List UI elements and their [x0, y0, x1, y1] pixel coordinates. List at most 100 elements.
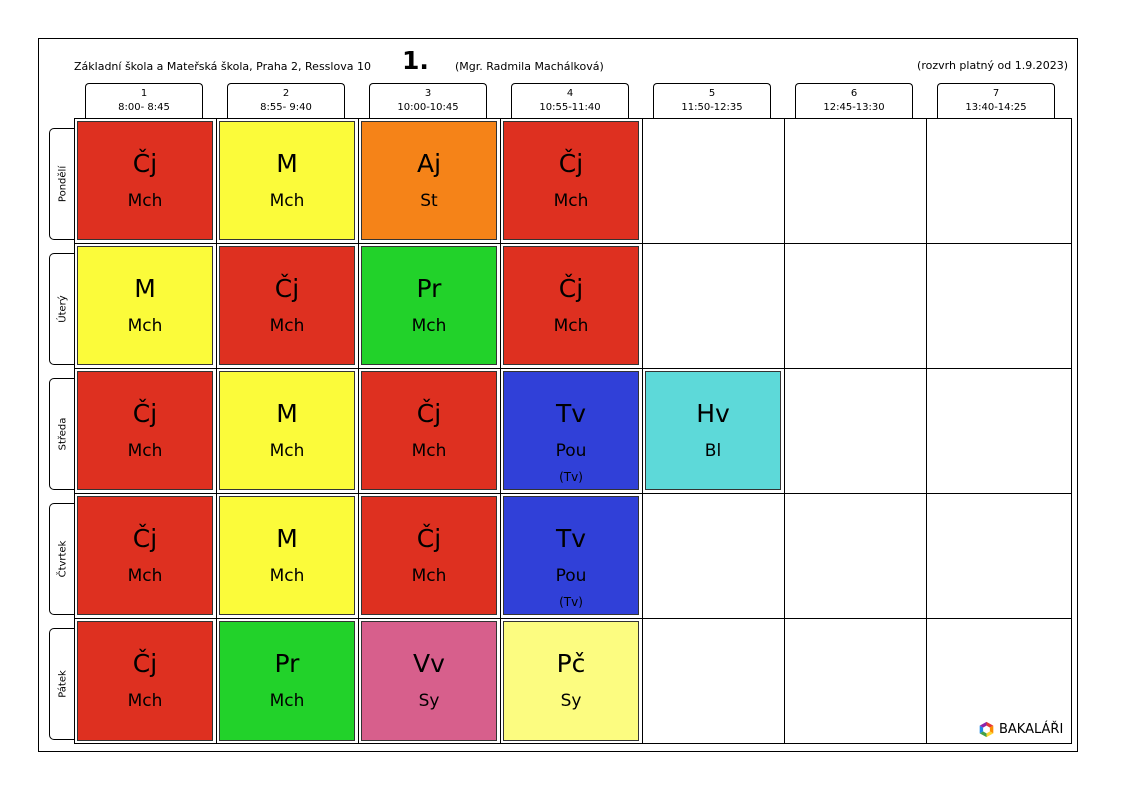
lesson-block[interactable]: M Mch: [219, 496, 355, 615]
school-name: Základní škola a Mateřská škola, Praha 2…: [74, 60, 371, 73]
lesson-teacher: Mch: [127, 441, 163, 461]
lesson-block[interactable]: Pr Mch: [361, 246, 497, 365]
period-number: 4: [566, 88, 574, 99]
timetable-cell: [927, 244, 1071, 369]
day-name: Čtvrtek: [57, 540, 68, 578]
day-label: Pátek: [49, 628, 75, 740]
lesson-teacher: Sy: [418, 691, 440, 711]
lesson-block[interactable]: Hv Bl: [645, 371, 781, 490]
period-header-1: 1 8:00- 8:45: [85, 83, 203, 119]
lesson-group: (Tv): [559, 595, 583, 609]
period-number: 6: [850, 88, 858, 99]
day-label: Úterý: [49, 253, 75, 365]
timetable-cell: Tv Pou (Tv): [501, 494, 643, 619]
lesson-block[interactable]: M Mch: [219, 121, 355, 240]
lesson-teacher: Mch: [411, 316, 447, 336]
lesson-block[interactable]: Pr Mch: [219, 621, 355, 741]
period-header-6: 6 12:45-13:30: [795, 83, 913, 119]
brand: BAKALÁŘI: [978, 721, 1063, 738]
timetable-cell: Vv Sy: [359, 619, 501, 744]
period-time: 11:50-12:35: [681, 102, 743, 113]
brand-name: BAKALÁŘI: [999, 722, 1064, 737]
lesson-teacher: Pou: [555, 566, 587, 586]
timetable-cell: Hv Bl: [643, 369, 785, 494]
timetable-cell: Čj Mch: [359, 494, 501, 619]
lesson-teacher: Pou: [555, 441, 587, 461]
period-number: 3: [424, 88, 432, 99]
timetable-cell: Čj Mch: [75, 119, 217, 244]
period-time: 10:55-11:40: [539, 102, 601, 113]
timetable-cell: Pr Mch: [217, 619, 359, 744]
period-number: 7: [992, 88, 1000, 99]
timetable-cell: [927, 119, 1071, 244]
lesson-block[interactable]: Čj Mch: [77, 496, 213, 615]
timetable-cell: [643, 244, 785, 369]
timetable-cell: [785, 244, 927, 369]
period-header-7: 7 13:40-14:25: [937, 83, 1055, 119]
lesson-block[interactable]: M Mch: [219, 371, 355, 490]
lesson-block[interactable]: Čj Mch: [219, 246, 355, 365]
timetable-cell: Čj Mch: [75, 494, 217, 619]
class-teacher: (Mgr. Radmila Machálková): [455, 60, 604, 73]
lesson-teacher: Mch: [269, 191, 305, 211]
lesson-subject: Čj: [274, 274, 300, 303]
lesson-block[interactable]: Čj Mch: [77, 121, 213, 240]
timetable-cell: [643, 619, 785, 744]
lesson-subject: Vv: [413, 649, 445, 678]
lesson-subject: M: [276, 524, 298, 553]
lesson-block[interactable]: Aj St: [361, 121, 497, 240]
lesson-subject: Čj: [416, 524, 442, 553]
lesson-block[interactable]: Pč Sy: [503, 621, 639, 741]
timetable-cell: M Mch: [75, 244, 217, 369]
lesson-teacher: Mch: [127, 566, 163, 586]
lesson-teacher: St: [420, 191, 438, 211]
lesson-teacher: Mch: [127, 316, 163, 336]
timetable-cell: Tv Pou (Tv): [501, 369, 643, 494]
day-name: Středa: [57, 417, 68, 451]
lesson-block[interactable]: Tv Pou (Tv): [503, 371, 639, 490]
valid-from: (rozvrh platný od 1.9.2023): [917, 59, 1068, 72]
lesson-subject: Pč: [556, 649, 586, 678]
day-name: Úterý: [57, 295, 68, 323]
lesson-subject: Pr: [274, 649, 300, 678]
lesson-teacher: Mch: [553, 191, 589, 211]
lesson-teacher: Sy: [560, 691, 582, 711]
period-time: 8:00- 8:45: [118, 102, 170, 113]
period-header-5: 5 11:50-12:35: [653, 83, 771, 119]
period-time: 10:00-10:45: [397, 102, 459, 113]
lesson-subject: Čj: [558, 149, 584, 178]
lesson-teacher: Mch: [127, 691, 163, 711]
lesson-block[interactable]: Čj Mch: [77, 371, 213, 490]
lesson-block[interactable]: Čj Mch: [503, 121, 639, 240]
lesson-block[interactable]: Čj Mch: [77, 621, 213, 741]
lesson-teacher: Mch: [411, 566, 447, 586]
lesson-subject: M: [276, 399, 298, 428]
lesson-block[interactable]: Čj Mch: [503, 246, 639, 365]
day-label: Pondělí: [49, 128, 75, 240]
timetable-cell: [785, 369, 927, 494]
lesson-subject: Čj: [558, 274, 584, 303]
period-number: 2: [282, 88, 290, 99]
day-name: Pondělí: [57, 165, 68, 203]
lesson-teacher: Bl: [704, 441, 722, 461]
timetable-cell: [927, 369, 1071, 494]
lesson-subject: Tv: [555, 399, 587, 428]
bakalari-logo-icon: [979, 721, 994, 738]
day-label: Čtvrtek: [49, 503, 75, 615]
lesson-subject: Pr: [416, 274, 442, 303]
lesson-block[interactable]: Vv Sy: [361, 621, 497, 741]
timetable-cell: Čj Mch: [501, 244, 643, 369]
timetable-cell: Čj Mch: [217, 244, 359, 369]
lesson-subject: Aj: [416, 149, 442, 178]
timetable-cell: Aj St: [359, 119, 501, 244]
lesson-subject: Čj: [416, 399, 442, 428]
day-label: Středa: [49, 378, 75, 490]
period-time: 8:55- 9:40: [260, 102, 312, 113]
timetable-cell: M Mch: [217, 494, 359, 619]
lesson-block[interactable]: Čj Mch: [361, 496, 497, 615]
period-header-4: 4 10:55-11:40: [511, 83, 629, 119]
period-header-2: 2 8:55- 9:40: [227, 83, 345, 119]
lesson-block[interactable]: Čj Mch: [361, 371, 497, 490]
lesson-block[interactable]: M Mch: [77, 246, 213, 365]
lesson-block[interactable]: Tv Pou (Tv): [503, 496, 639, 615]
